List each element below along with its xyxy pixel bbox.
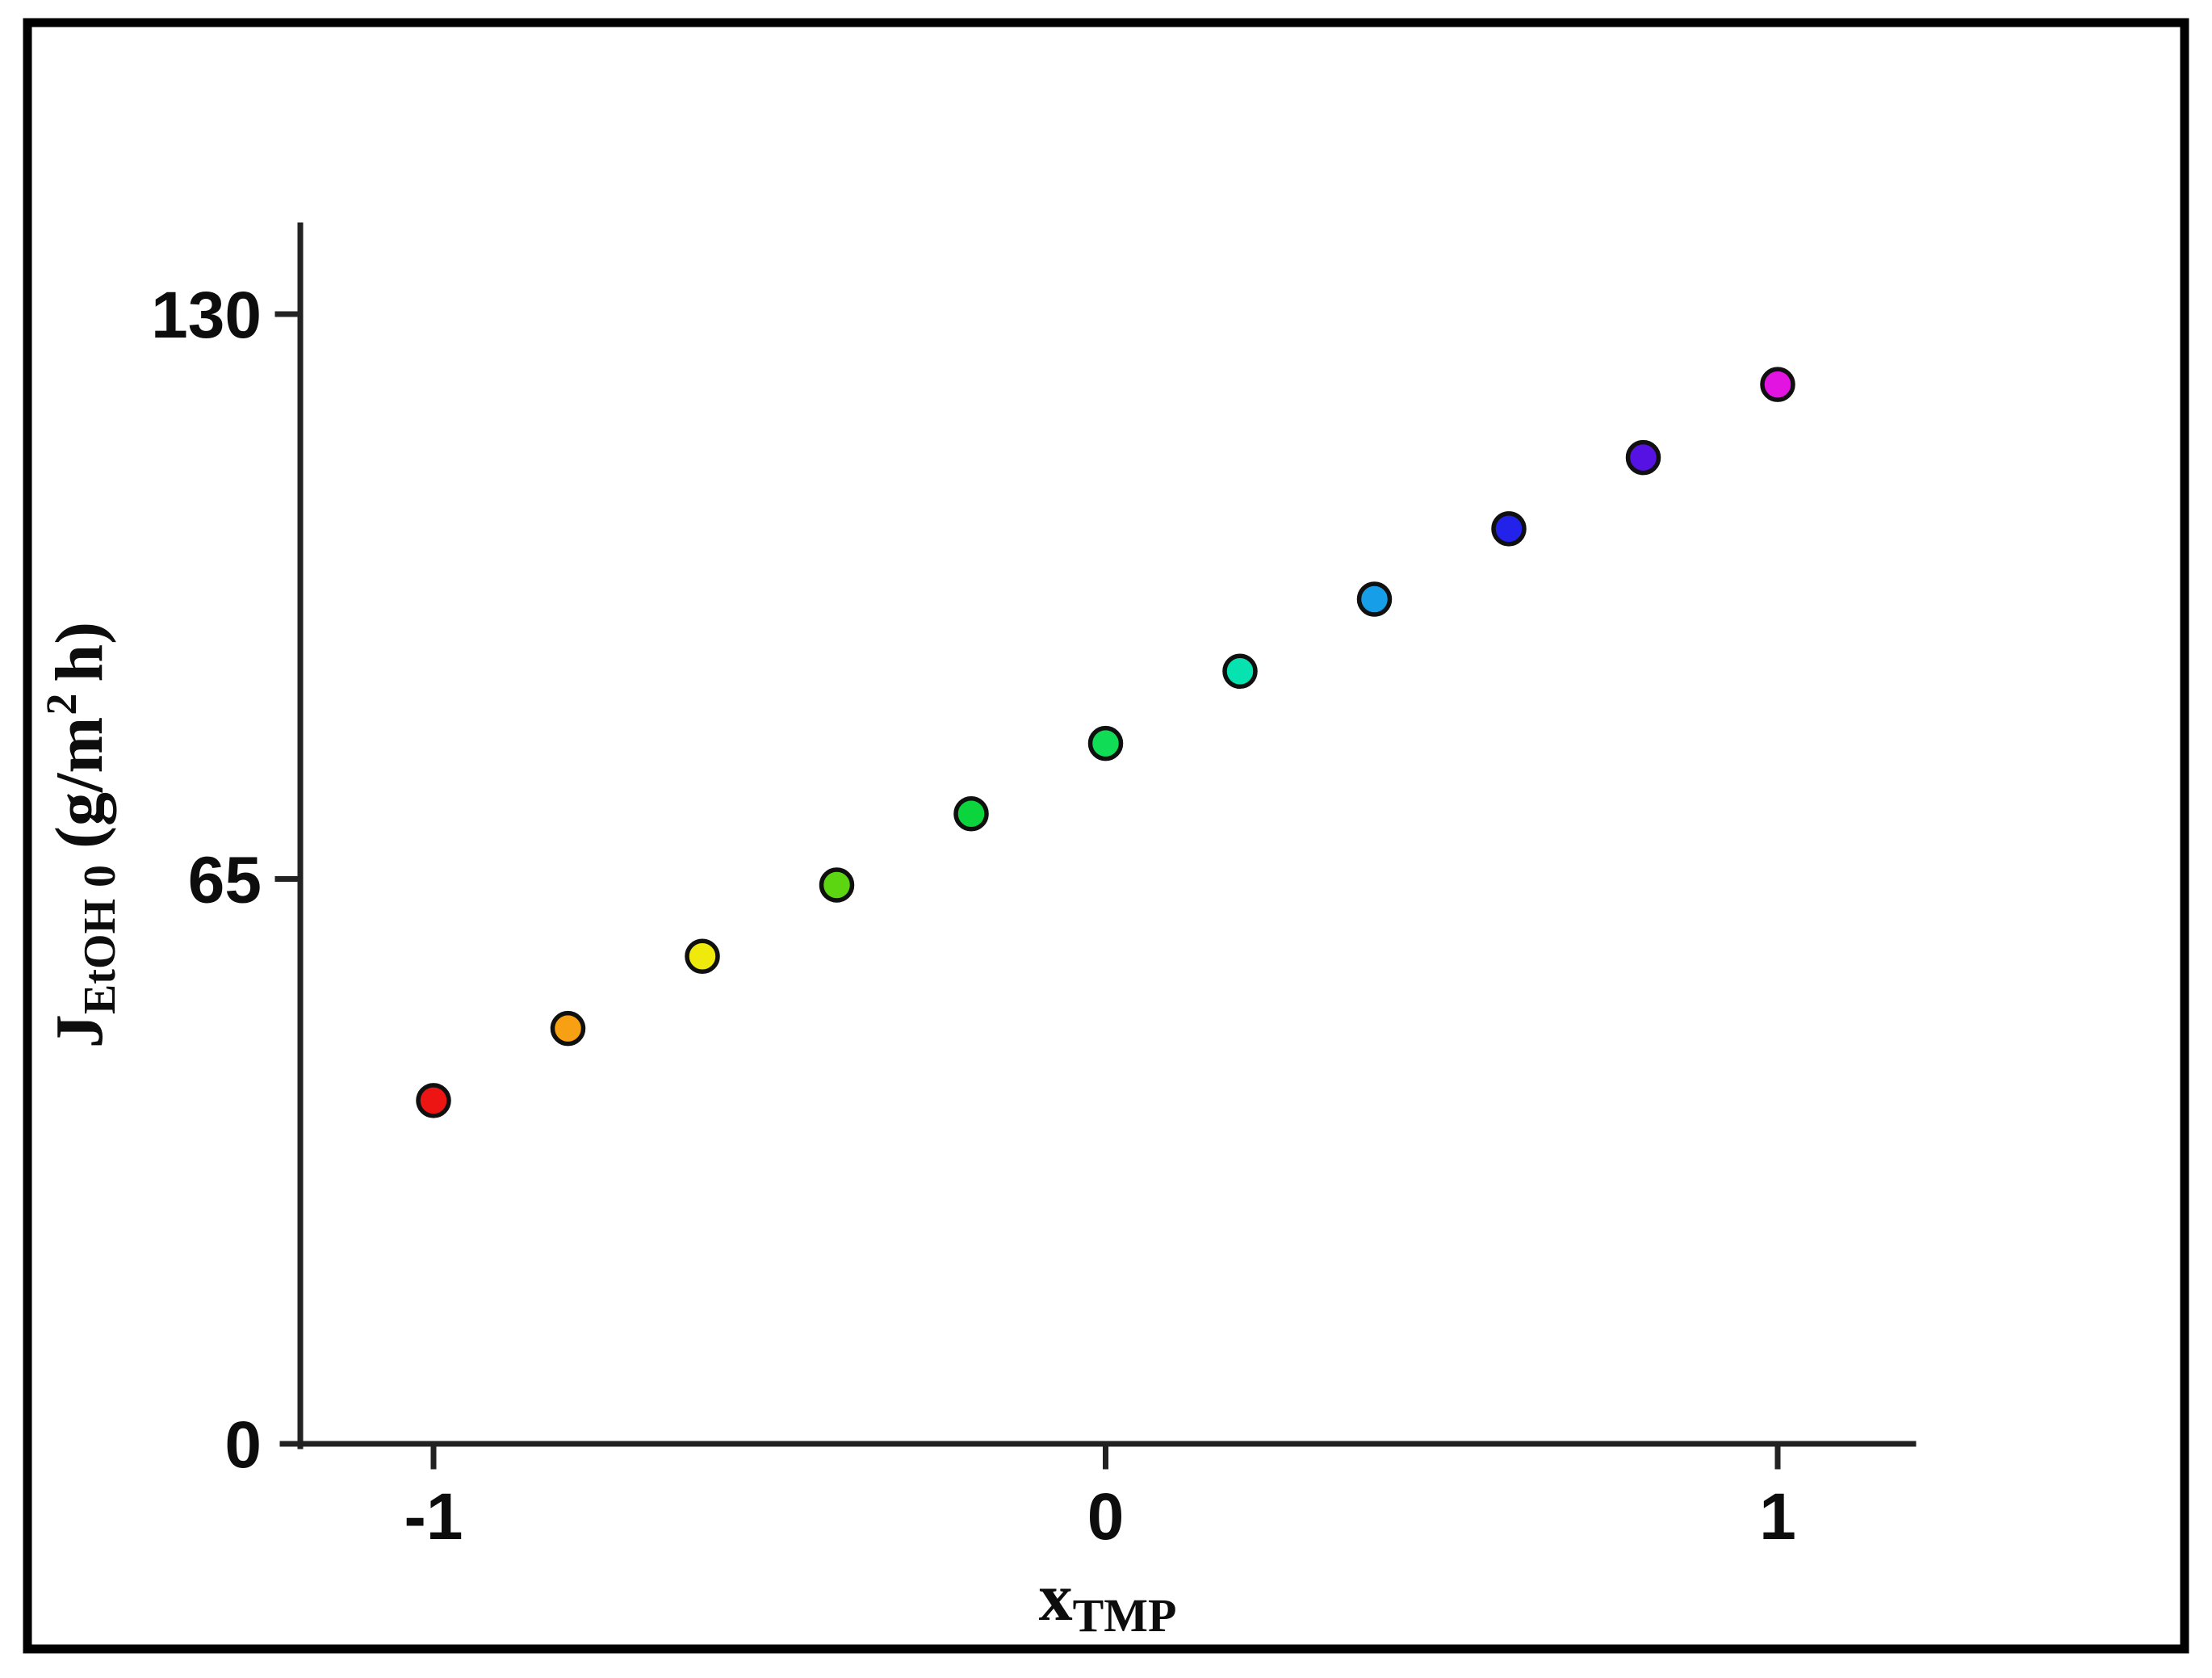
data-point — [550, 1010, 586, 1047]
data-point — [1087, 725, 1124, 761]
x-axis-label: xTMP — [1039, 1560, 1177, 1642]
y-tick-label: 0 — [224, 1408, 262, 1482]
x-tick-label: -1 — [404, 1480, 463, 1554]
data-point — [953, 796, 989, 832]
data-point — [1491, 511, 1527, 547]
y-tick-label: 130 — [151, 279, 262, 352]
y-tick-label: 65 — [188, 844, 262, 917]
figure-border — [23, 18, 2189, 1654]
data-point — [1760, 367, 1795, 402]
y-axis-label: JEtOH 0(g/m2h) — [37, 622, 125, 1048]
x-tick-label: 1 — [1759, 1480, 1796, 1554]
data-point — [685, 938, 720, 975]
data-point — [1222, 653, 1258, 690]
data-point — [1356, 581, 1393, 617]
x-tick-label: 0 — [1087, 1480, 1125, 1554]
data-point — [416, 1083, 451, 1118]
data-point — [819, 867, 855, 903]
data-point — [1625, 439, 1661, 476]
